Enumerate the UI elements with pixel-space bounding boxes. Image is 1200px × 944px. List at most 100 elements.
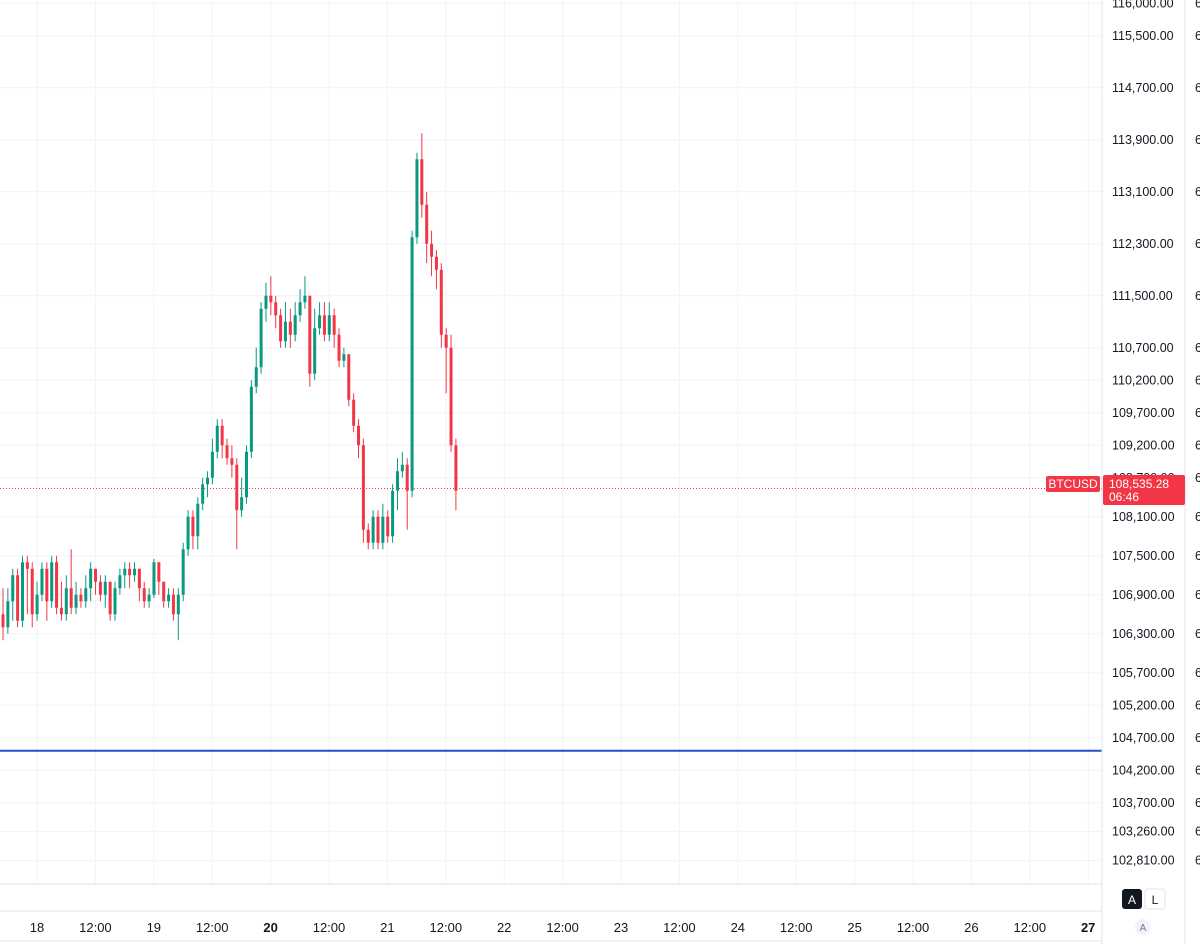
candle[interactable] bbox=[132, 562, 136, 582]
candle[interactable] bbox=[274, 295, 278, 329]
candle[interactable] bbox=[137, 568, 141, 602]
candle[interactable] bbox=[449, 334, 453, 452]
candle[interactable] bbox=[337, 328, 341, 368]
candle[interactable] bbox=[366, 523, 370, 550]
timezone-button[interactable]: A bbox=[1135, 919, 1151, 935]
candle[interactable] bbox=[371, 510, 375, 550]
candle[interactable] bbox=[215, 419, 219, 459]
candle[interactable] bbox=[50, 555, 54, 608]
candle[interactable] bbox=[395, 458, 399, 511]
candle[interactable] bbox=[171, 588, 175, 621]
candle[interactable] bbox=[298, 289, 302, 322]
candle[interactable] bbox=[405, 458, 409, 530]
candle[interactable] bbox=[6, 588, 10, 634]
candle[interactable] bbox=[434, 250, 438, 290]
candle[interactable] bbox=[113, 581, 117, 621]
candle[interactable] bbox=[410, 230, 414, 498]
candle[interactable] bbox=[357, 419, 361, 459]
candle[interactable] bbox=[59, 581, 63, 621]
candle[interactable] bbox=[55, 555, 59, 615]
candle[interactable] bbox=[1, 588, 5, 641]
candle[interactable] bbox=[191, 510, 195, 550]
candle[interactable] bbox=[240, 477, 244, 517]
candle[interactable] bbox=[430, 230, 434, 277]
candle[interactable] bbox=[347, 354, 351, 407]
candle[interactable] bbox=[225, 438, 229, 465]
candle[interactable] bbox=[103, 575, 107, 608]
candle[interactable] bbox=[196, 497, 200, 550]
candle[interactable] bbox=[201, 477, 205, 511]
candle[interactable] bbox=[11, 568, 15, 621]
candle[interactable] bbox=[123, 562, 127, 589]
candle[interactable] bbox=[322, 302, 326, 342]
candle[interactable] bbox=[167, 588, 171, 608]
candle[interactable] bbox=[249, 380, 253, 459]
candle[interactable] bbox=[454, 438, 458, 511]
candle[interactable] bbox=[16, 568, 20, 628]
candle[interactable] bbox=[381, 503, 385, 550]
candle[interactable] bbox=[352, 393, 356, 433]
candle[interactable] bbox=[220, 419, 224, 459]
candle[interactable] bbox=[20, 555, 24, 628]
candle[interactable] bbox=[35, 581, 39, 621]
candle[interactable] bbox=[264, 282, 268, 322]
time-axis[interactable]: 18 12:00 19 12:00 20 12:00 21 12:00 22 12:00 23 12:… bbox=[30, 920, 1096, 935]
candle[interactable] bbox=[84, 575, 88, 608]
candle[interactable] bbox=[420, 133, 424, 218]
candles[interactable] bbox=[1, 133, 458, 641]
candle[interactable] bbox=[162, 581, 166, 608]
candle[interactable] bbox=[147, 588, 151, 608]
candle[interactable] bbox=[279, 308, 283, 348]
candle[interactable] bbox=[245, 445, 248, 504]
candle[interactable] bbox=[152, 559, 156, 598]
price-axis[interactable]: 116,000.00 115,500.00 114,700.00 113,900.00… bbox=[1112, 0, 1175, 868]
candle[interactable] bbox=[89, 562, 93, 602]
candle[interactable] bbox=[391, 484, 395, 543]
candle[interactable] bbox=[400, 451, 404, 478]
candle[interactable] bbox=[157, 562, 161, 595]
candle[interactable] bbox=[181, 542, 185, 602]
candle[interactable] bbox=[128, 562, 132, 589]
candle[interactable] bbox=[288, 308, 292, 348]
candle[interactable] bbox=[45, 562, 49, 621]
candle[interactable] bbox=[25, 555, 29, 615]
candle[interactable] bbox=[254, 347, 258, 394]
candle[interactable] bbox=[64, 575, 68, 621]
candle[interactable] bbox=[79, 588, 83, 608]
log-scale-button[interactable]: L bbox=[1144, 888, 1166, 910]
candle[interactable] bbox=[439, 263, 443, 348]
candle[interactable] bbox=[327, 302, 331, 342]
candle[interactable] bbox=[293, 302, 297, 342]
candle[interactable] bbox=[425, 191, 429, 264]
candle[interactable] bbox=[118, 568, 122, 595]
candle[interactable] bbox=[269, 276, 273, 316]
candle[interactable] bbox=[376, 510, 380, 550]
candle[interactable] bbox=[142, 581, 146, 608]
auto-scale-button[interactable]: A bbox=[1122, 889, 1142, 909]
candle[interactable] bbox=[342, 347, 346, 368]
candle[interactable] bbox=[98, 575, 102, 602]
candle[interactable] bbox=[186, 510, 190, 556]
candle[interactable] bbox=[69, 549, 73, 615]
candle[interactable] bbox=[332, 308, 336, 348]
candle[interactable] bbox=[235, 458, 239, 550]
candle[interactable] bbox=[313, 308, 317, 381]
candle[interactable] bbox=[206, 471, 210, 498]
candle[interactable] bbox=[415, 152, 419, 244]
candle[interactable] bbox=[259, 302, 263, 374]
candle[interactable] bbox=[308, 295, 312, 387]
candle[interactable] bbox=[108, 581, 112, 621]
candle[interactable] bbox=[40, 562, 44, 602]
candle[interactable] bbox=[176, 588, 180, 641]
candle[interactable] bbox=[30, 562, 34, 628]
candle[interactable] bbox=[230, 445, 234, 478]
candle[interactable] bbox=[283, 302, 287, 348]
candle[interactable] bbox=[94, 568, 98, 595]
candle[interactable] bbox=[303, 276, 307, 309]
candle[interactable] bbox=[318, 302, 322, 335]
candle[interactable] bbox=[74, 581, 78, 615]
candle[interactable] bbox=[361, 438, 365, 543]
candle[interactable] bbox=[386, 510, 390, 543]
candle[interactable] bbox=[210, 438, 214, 485]
